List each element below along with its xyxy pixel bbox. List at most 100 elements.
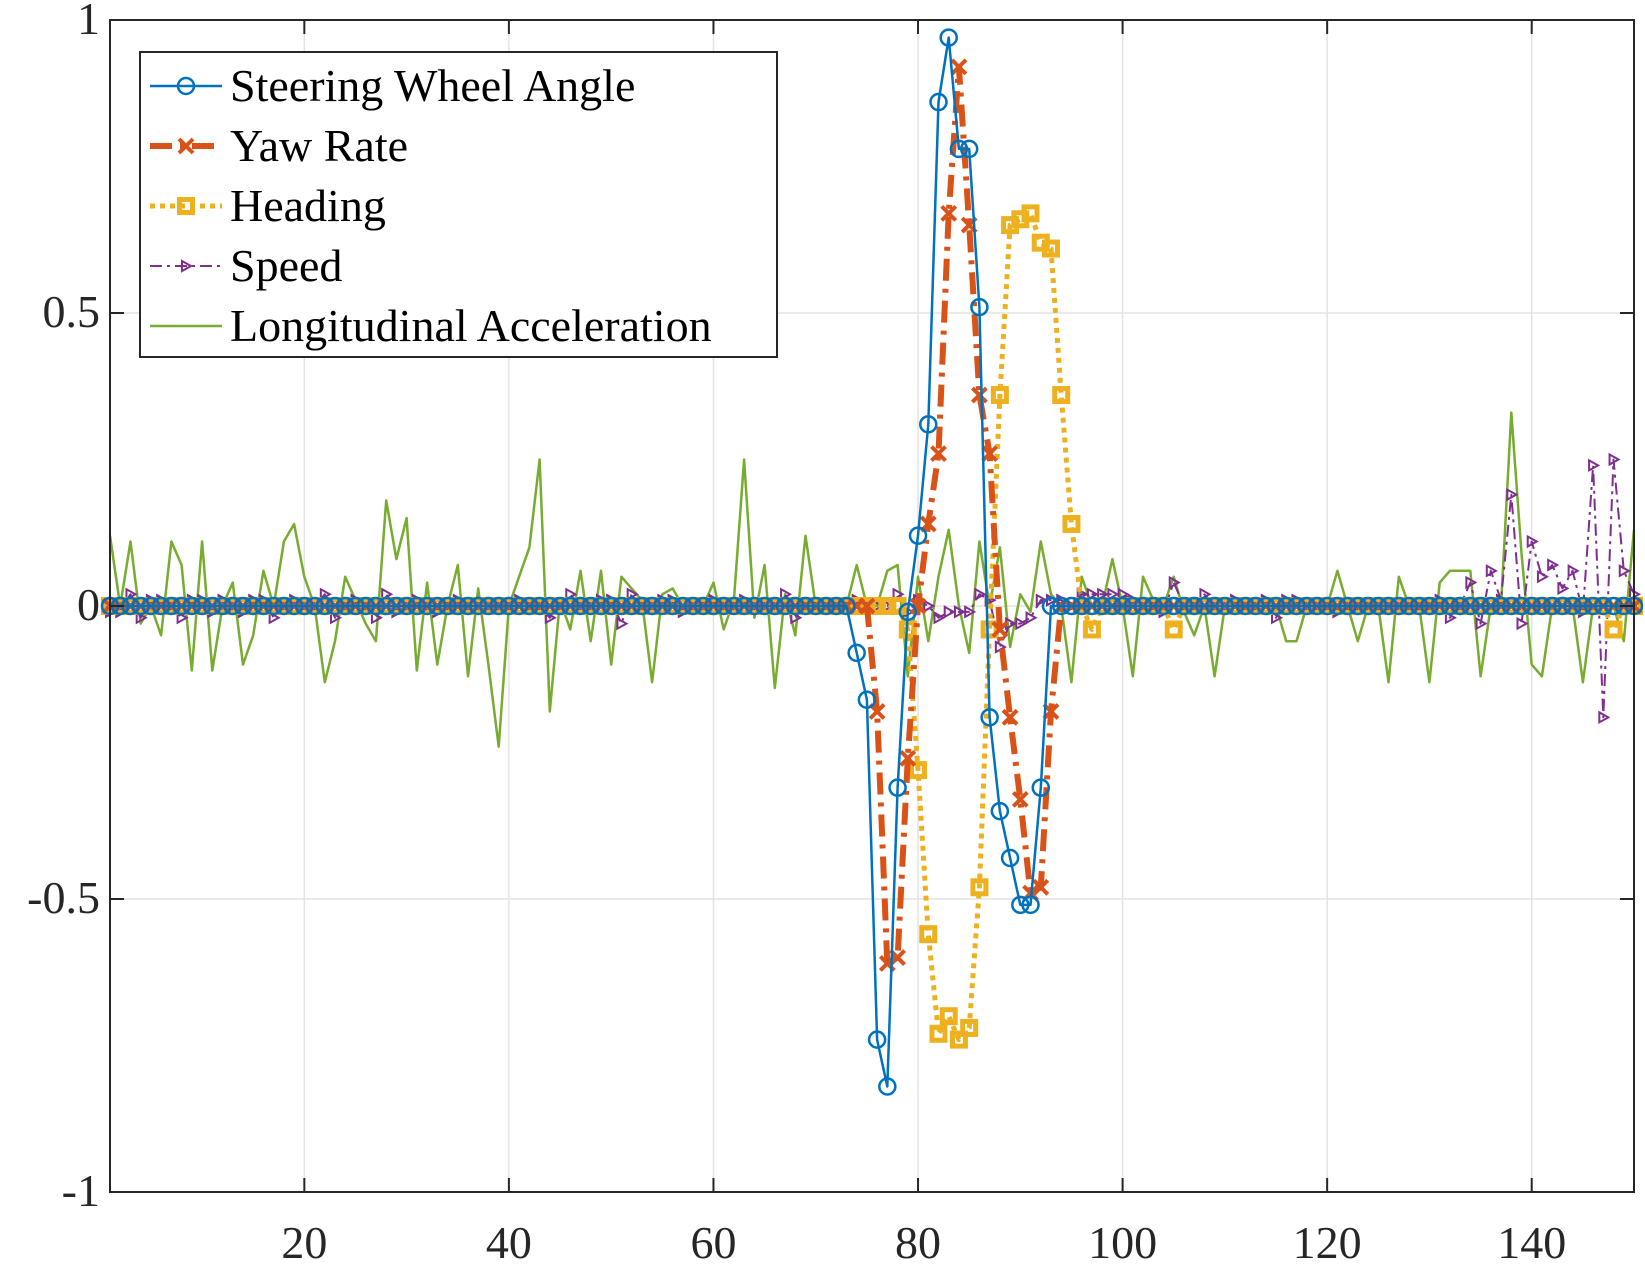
- data-point: [1195, 596, 1214, 616]
- data-point: [182, 596, 202, 616]
- data-point: [847, 643, 866, 663]
- data-point: [458, 596, 478, 616]
- data-point: [919, 415, 938, 434]
- data-point: [131, 596, 150, 616]
- data-point: [892, 587, 905, 601]
- data-point: [970, 878, 989, 897]
- data-point: [949, 1030, 968, 1049]
- data-point: [953, 605, 966, 619]
- data-point: [980, 708, 999, 727]
- data-point: [1266, 596, 1286, 616]
- data-point: [745, 596, 764, 616]
- data-point: [1123, 596, 1143, 616]
- data-point: [826, 596, 846, 616]
- data-point: [990, 801, 1010, 821]
- data-point: [899, 749, 917, 767]
- data-point: [1369, 596, 1388, 616]
- data-point: [591, 596, 611, 616]
- x-tick-label: 60: [690, 1217, 736, 1264]
- data-point: [468, 596, 488, 616]
- data-point: [1246, 596, 1265, 616]
- data-point: [786, 596, 805, 616]
- data-point: [857, 690, 877, 710]
- data-point: [612, 596, 631, 616]
- data-point: [673, 596, 693, 616]
- data-point: [479, 596, 498, 616]
- legend-item: Heading: [150, 180, 386, 231]
- data-point: [724, 596, 744, 616]
- legend-item: Steering Wheel Angle: [150, 60, 635, 111]
- data-point: [561, 596, 580, 616]
- data-point: [1144, 596, 1163, 616]
- data-point: [274, 596, 294, 616]
- series-line: [108, 411, 1636, 748]
- legend-label: Steering Wheel Angle: [230, 60, 635, 111]
- data-point: [1485, 564, 1498, 578]
- y-tick-label: 0.5: [43, 286, 101, 337]
- data-point: [1598, 710, 1611, 725]
- data-point: [1348, 596, 1368, 616]
- data-point: [1317, 596, 1337, 616]
- data-point: [1215, 596, 1235, 616]
- data-point: [1379, 596, 1398, 616]
- data-point: [930, 445, 947, 463]
- data-point: [939, 1007, 958, 1026]
- data-point: [1174, 596, 1194, 616]
- data-point: [1608, 452, 1621, 467]
- data-point: [1011, 790, 1029, 808]
- data-point: [1502, 596, 1521, 616]
- x-tick-label: 80: [895, 1217, 941, 1264]
- legend-label: Heading: [230, 180, 386, 231]
- data-point: [346, 596, 365, 616]
- data-point: [1547, 558, 1560, 572]
- data-point: [1133, 596, 1153, 616]
- data-point: [448, 596, 468, 616]
- data-point: [1450, 596, 1470, 616]
- data-point: [1168, 575, 1181, 590]
- data-point: [653, 596, 672, 616]
- data-point: [683, 596, 703, 616]
- data-point: [141, 596, 161, 616]
- data-point: [489, 596, 508, 616]
- data-point: [1471, 596, 1490, 616]
- legend-item: Longitudinal Acceleration: [150, 300, 712, 351]
- legend-box: [139, 51, 778, 358]
- data-point: [499, 596, 519, 616]
- data-point: [1618, 564, 1631, 578]
- data-point: [940, 204, 958, 222]
- data-point: [981, 445, 999, 463]
- legend-label: Speed: [230, 240, 342, 291]
- data-point: [974, 587, 987, 601]
- data-point: [1475, 616, 1488, 631]
- legend-marker: [177, 197, 195, 215]
- data-point: [1072, 596, 1091, 616]
- data-point: [714, 596, 733, 616]
- data-point: [1358, 596, 1378, 616]
- data-point: [305, 596, 324, 616]
- data-point: [1256, 596, 1276, 616]
- data-point: [970, 386, 988, 404]
- x-tick-label: 40: [486, 1217, 532, 1264]
- data-point: [1287, 596, 1306, 616]
- data-point: [192, 596, 212, 616]
- data-point: [1205, 596, 1224, 616]
- data-point: [959, 139, 979, 159]
- data-point: [407, 596, 427, 616]
- data-point: [1062, 596, 1081, 616]
- data-point: [325, 596, 345, 616]
- data-point: [693, 596, 713, 616]
- data-point: [1409, 596, 1429, 616]
- data-point: [929, 92, 948, 112]
- data-point: [1536, 570, 1550, 584]
- legend-marker: [177, 137, 195, 155]
- data-point: [663, 596, 682, 616]
- data-point: [356, 596, 375, 616]
- data-point: [581, 596, 600, 616]
- data-point: [642, 596, 662, 616]
- data-point: [919, 925, 938, 944]
- data-point: [1481, 596, 1501, 616]
- data-point: [550, 596, 570, 616]
- data-point: [520, 596, 539, 616]
- data-point: [1041, 239, 1060, 258]
- data-point: [970, 297, 989, 317]
